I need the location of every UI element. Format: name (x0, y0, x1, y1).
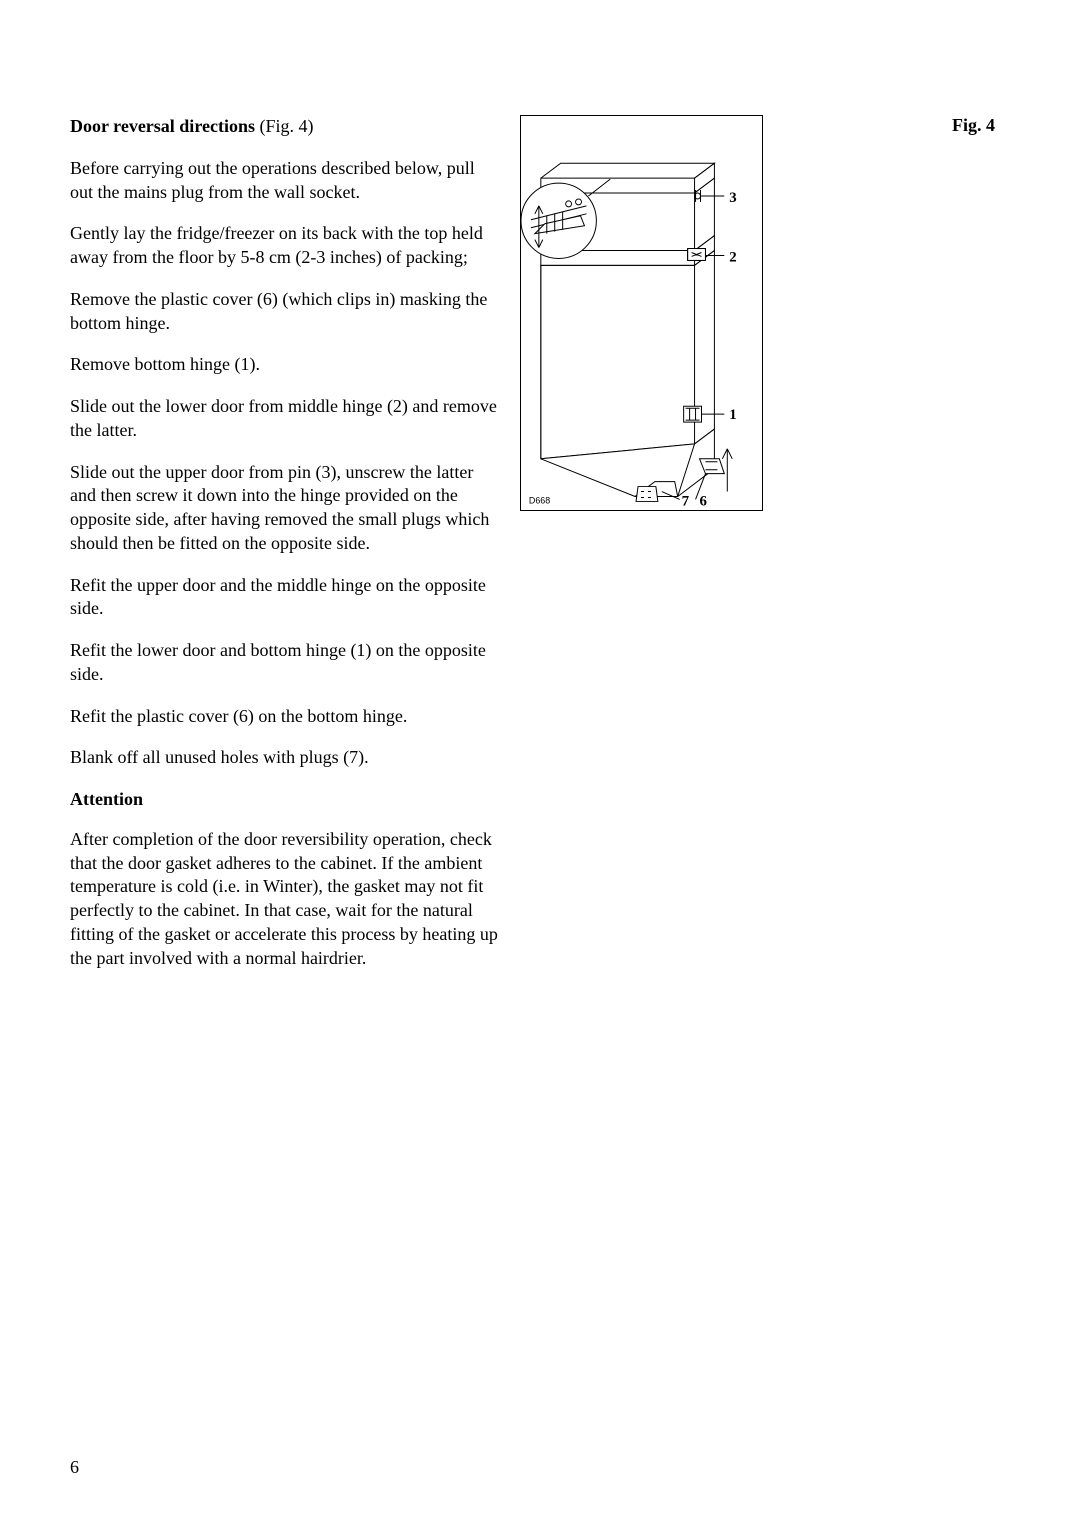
manual-page: Door reversal directions (Fig. 4) Before… (0, 0, 1080, 1528)
paragraph: Before carrying out the operations descr… (70, 157, 500, 205)
paragraph: Slide out the upper door from pin (3), u… (70, 461, 500, 556)
paragraph: Refit the plastic cover (6) on the botto… (70, 705, 500, 729)
callout-6: 6 (700, 493, 707, 509)
callout-7: 7 (682, 493, 690, 509)
attention-body: After completion of the door reversibili… (70, 828, 500, 971)
drawing-id: D668 (529, 495, 550, 505)
attention-heading: Attention (70, 788, 500, 812)
callout-2: 2 (729, 249, 736, 265)
paragraph: Refit the lower door and bottom hinge (1… (70, 639, 500, 687)
paragraph: Remove the plastic cover (6) (which clip… (70, 288, 500, 336)
paragraph: Slide out the lower door from middle hin… (70, 395, 500, 443)
paragraph: Gently lay the fridge/freezer on its bac… (70, 222, 500, 270)
section-title: Door reversal directions (70, 116, 255, 136)
section-figure-ref: (Fig. 4) (259, 116, 313, 136)
paragraph: Refit the upper door and the middle hing… (70, 574, 500, 622)
callout-1: 1 (729, 407, 736, 423)
paragraph: Blank off all unused holes with plugs (7… (70, 746, 500, 770)
page-number: 6 (70, 1457, 79, 1478)
paragraph: Remove bottom hinge (1). (70, 353, 500, 377)
section-heading: Door reversal directions (Fig. 4) (70, 115, 500, 139)
figure-caption: Fig. 4 (952, 115, 995, 136)
text-column: Door reversal directions (Fig. 4) Before… (70, 115, 500, 988)
two-column-layout: Door reversal directions (Fig. 4) Before… (70, 115, 1000, 988)
figure-diagram: D668 3 2 1 7 6 (520, 115, 763, 511)
fridge-diagram-svg: D668 3 2 1 7 6 (521, 116, 762, 510)
callout-3: 3 (729, 190, 736, 206)
